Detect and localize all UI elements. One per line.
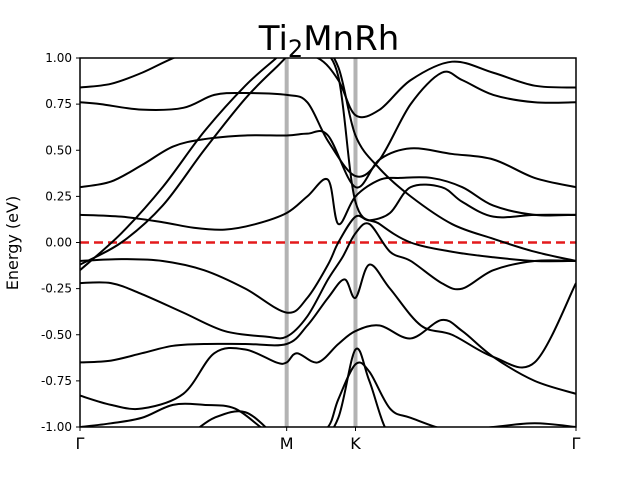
y-tick-label: -0.25 (41, 282, 72, 296)
band-line-6 (80, 222, 576, 340)
x-tick-label-2: K (350, 434, 361, 453)
y-tick-label: 0.25 (45, 189, 72, 203)
chart-title-subscript: 2 (288, 35, 303, 63)
x-tick-label-1: M (280, 434, 294, 453)
band-line-8 (80, 318, 576, 411)
y-axis-ticks: -1.00 -0.75 -0.50 -0.25 0.00 0.25 0.50 0.75 1.00 (41, 51, 80, 434)
chart-title-rest: MnRh (303, 19, 399, 59)
y-axis-label: Energy (eV) (3, 196, 22, 290)
y-tick-label: 1.00 (45, 51, 72, 65)
band-line-2 (80, 70, 576, 178)
band-line-1 (80, 58, 576, 119)
y-tick-label: -1.00 (41, 420, 72, 434)
y-tick-label: -0.75 (41, 374, 72, 388)
chart-title-main: Ti (258, 19, 288, 59)
x-tick-label-0: Γ (76, 434, 85, 453)
chart-title: Ti2MnRh (258, 19, 400, 63)
band-line-3 (80, 129, 576, 189)
band-line-5 (80, 183, 576, 314)
y-tick-label: 0.50 (45, 143, 72, 157)
y-tick-label: -0.50 (41, 328, 72, 342)
band-line-11 (80, 58, 576, 271)
band-line-9 (80, 361, 576, 427)
band-line-12 (80, 58, 576, 266)
x-tick-label-3: Γ (572, 434, 581, 453)
band-line-7 (80, 263, 576, 369)
bands-group (80, 58, 576, 427)
y-tick-label: 0.75 (45, 97, 72, 111)
band-line-4 (80, 176, 576, 231)
y-tick-label: 0.00 (45, 236, 72, 250)
